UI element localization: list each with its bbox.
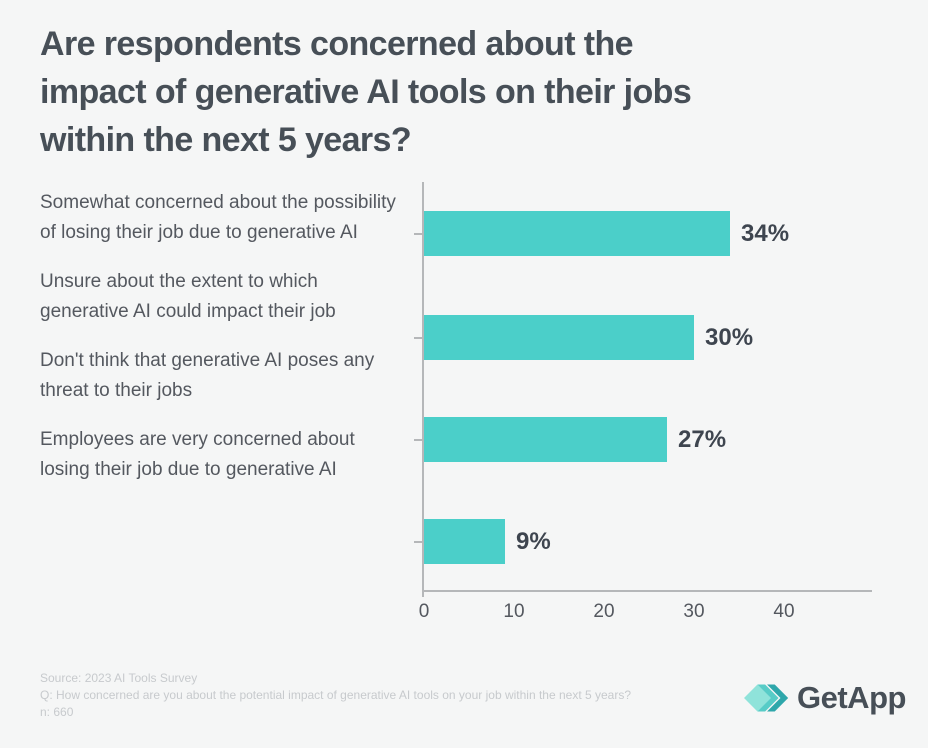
bar-2 [424,417,667,462]
value-label-0: 34% [741,220,790,247]
category-labels: Somewhat concerned about the possibility… [40,188,408,504]
logo-chevron-dark-shape [767,684,789,712]
logo-diamond-shape [744,684,771,712]
getapp-logo-text: GetApp [797,680,906,715]
y-axis-foot [422,592,424,597]
value-label-2: 27% [678,426,727,453]
y-axis-tick-3 [414,541,422,543]
x-tick-label-40: 40 [773,601,795,622]
x-tick-label-20: 20 [593,601,615,622]
footer-source: Source: 2023 AI Tools Survey [40,671,198,685]
y-axis-tick-2 [414,439,422,441]
category-label-1: Unsure about the extent to which generat… [40,271,336,322]
bar-0 [424,211,730,256]
bar-1 [424,315,694,360]
getapp-logo: GetApp [744,676,906,720]
category-label-0: Somewhat concerned about the possibility… [40,192,396,243]
footer-notes: Source: 2023 AI Tools Survey Q: How conc… [40,670,631,721]
y-axis-tick-1 [414,337,422,339]
category-label-3: Employees are very concerned about losin… [40,429,355,480]
x-tick-label-0: 0 [418,601,430,622]
getapp-logo-icon [744,684,789,712]
value-label-1: 30% [705,324,754,351]
plot-area: 34% 30% 27% 9% 0 10 20 30 40 [414,182,872,622]
x-tick-label-30: 30 [683,601,705,622]
page-title: Are respondents concerned about the impa… [40,25,692,159]
value-label-3: 9% [516,528,551,555]
footer-question: Q: How concerned are you about the poten… [40,688,632,702]
bar-3 [424,519,505,564]
x-tick-label-10: 10 [503,601,525,622]
footer-sample-size: n: 660 [40,705,74,719]
category-label-2: Don't think that generative AI poses any… [40,350,375,401]
y-axis-tick-0 [414,233,422,235]
logo-chevron-mid-shape [757,684,779,712]
